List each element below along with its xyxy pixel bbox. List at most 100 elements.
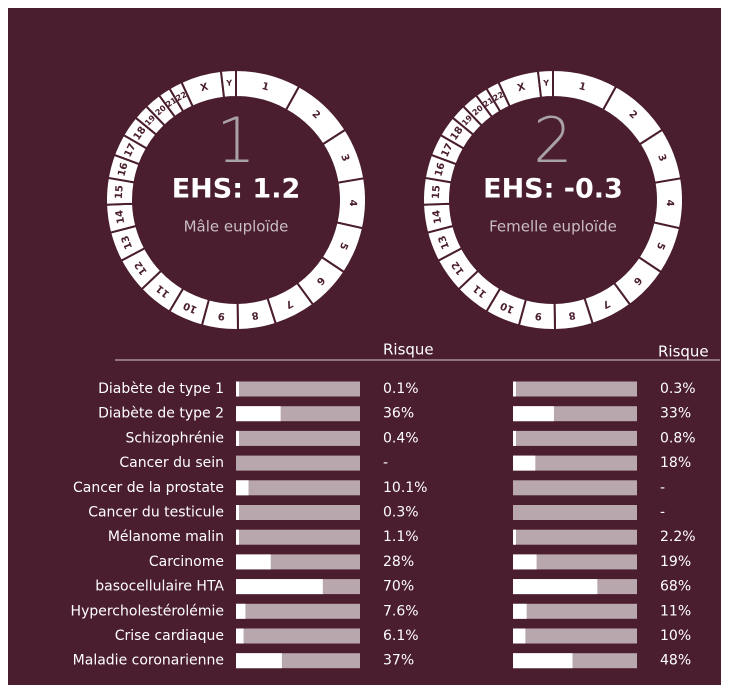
- embryo-number: 1: [216, 104, 255, 177]
- risk-value: 10%: [660, 628, 691, 644]
- risk-value: 68%: [660, 579, 691, 595]
- risk-label: Carcinome: [149, 554, 224, 570]
- risk-bar: [236, 554, 271, 570]
- risk-value: 36%: [383, 406, 414, 422]
- chromosome-label: 4: [664, 199, 675, 206]
- chromosome-label: 16: [116, 161, 130, 177]
- risk-value: 11%: [660, 603, 691, 619]
- risk-bar-track: [513, 628, 637, 644]
- risk-bar: [513, 406, 554, 422]
- risk-label: Cancer de la prostate: [73, 480, 224, 496]
- risk-value: 0.3%: [660, 381, 696, 397]
- risk-bar: [513, 381, 516, 397]
- risk-value: -: [660, 505, 665, 521]
- risk-label: Cancer du sein: [119, 455, 224, 471]
- chromosome-label: 9: [534, 310, 542, 322]
- risk-value: 6.1%: [383, 628, 419, 644]
- chromosome-label: 5: [654, 240, 667, 251]
- chromosome-label: 14: [114, 209, 127, 224]
- chromosome-label: 10: [182, 299, 199, 315]
- chromosome-label: 3: [338, 153, 351, 163]
- risk-value: 33%: [660, 406, 691, 422]
- risk-bar: [513, 529, 516, 545]
- chromosome-label: 15: [431, 185, 443, 200]
- chromosome-label: 15: [114, 185, 126, 200]
- risk-label: Hypercholestérolémie: [71, 603, 224, 619]
- risk-label: Maladie coronarienne: [73, 653, 224, 669]
- chromosome-label: 17: [440, 142, 456, 159]
- risk-bar: [236, 406, 281, 422]
- risk-bar-track: [513, 603, 637, 619]
- chromosome-label: 13: [120, 234, 135, 251]
- chromosome-label: 10: [499, 299, 516, 315]
- risk-value: 10.1%: [383, 480, 427, 496]
- risk-bar: [236, 603, 246, 619]
- risk-bar: [236, 653, 282, 669]
- risk-value: 0.1%: [383, 381, 419, 397]
- risk-value: 0.3%: [383, 505, 419, 521]
- chromosome-label: 8: [251, 309, 260, 321]
- risk-bar-track: [236, 628, 360, 644]
- chromosome-label: 4: [347, 199, 358, 206]
- risk-value: 0.4%: [383, 430, 419, 446]
- risk-bar-track: [236, 480, 360, 496]
- risk-label: Crise cardiaque: [115, 628, 224, 644]
- risk-bar-track: [236, 381, 360, 397]
- risk-value: 2.2%: [660, 529, 696, 545]
- risk-bar-track: [236, 455, 360, 471]
- chromosome-label: 9: [217, 310, 225, 322]
- risk-bar: [513, 653, 573, 669]
- risk-bar: [513, 430, 516, 446]
- background: [8, 8, 721, 685]
- risk-bar: [236, 480, 249, 496]
- risk-header: Risque: [383, 341, 434, 359]
- risk-bar: [236, 381, 239, 397]
- risk-value: 0.8%: [660, 430, 696, 446]
- risk-bar: [236, 505, 239, 520]
- risk-bar-track: [236, 430, 360, 446]
- risk-value: 70%: [383, 579, 414, 595]
- chromosome-label: Y: [225, 79, 233, 88]
- chromosome-label: 16: [433, 161, 447, 177]
- risk-bar-track: [513, 381, 637, 397]
- risk-value: 28%: [383, 554, 414, 570]
- risk-bar: [236, 579, 323, 595]
- chromosome-label: 7: [283, 297, 294, 310]
- chromosome-label: 5: [337, 240, 350, 251]
- chromosome-label: 8: [568, 309, 577, 321]
- risk-value: 19%: [660, 554, 691, 570]
- risk-label: Schizophrénie: [126, 430, 224, 446]
- risk-bar-track: [236, 603, 360, 619]
- chromosome-label: 7: [600, 297, 611, 310]
- embryo-score: EHS: -0.3: [483, 174, 623, 205]
- risk-label: Diabète de type 1: [98, 381, 224, 397]
- embryo-label: Femelle euploïde: [489, 218, 617, 236]
- risk-bar: [236, 529, 239, 545]
- risk-label: Diabète de type 2: [98, 406, 224, 422]
- chromosome-label: 13: [437, 234, 452, 251]
- risk-value: 37%: [383, 653, 414, 669]
- risk-label: Cancer du testicule: [88, 505, 224, 521]
- chromosome-segment: [485, 80, 512, 113]
- risk-bar-track: [513, 529, 637, 545]
- risk-value: 7.6%: [383, 603, 419, 619]
- risk-bar-track: [513, 554, 637, 570]
- risk-bar: [513, 554, 537, 570]
- risk-bar: [236, 430, 239, 446]
- risk-value: 48%: [660, 653, 691, 669]
- risk-value: 1.1%: [383, 529, 419, 545]
- chromosome-label: 1: [260, 81, 270, 93]
- risk-value: 18%: [660, 455, 691, 471]
- risk-header: Risque: [658, 343, 709, 361]
- chromosome-label: X: [516, 81, 527, 94]
- risk-bar: [513, 579, 598, 595]
- risk-bar-track: [513, 455, 637, 471]
- risk-value: -: [383, 455, 388, 471]
- chromosome-label: 3: [655, 153, 668, 163]
- risk-bar: [513, 603, 527, 619]
- risk-value: -: [660, 480, 665, 496]
- risk-bar-track: [236, 529, 360, 545]
- chromosome-label: Y: [542, 79, 550, 88]
- chromosome-label: 1: [577, 81, 587, 93]
